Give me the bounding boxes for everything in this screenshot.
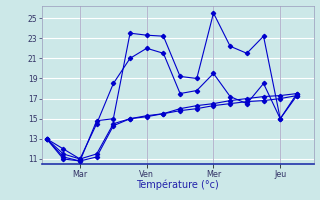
- X-axis label: Température (°c): Température (°c): [136, 180, 219, 190]
